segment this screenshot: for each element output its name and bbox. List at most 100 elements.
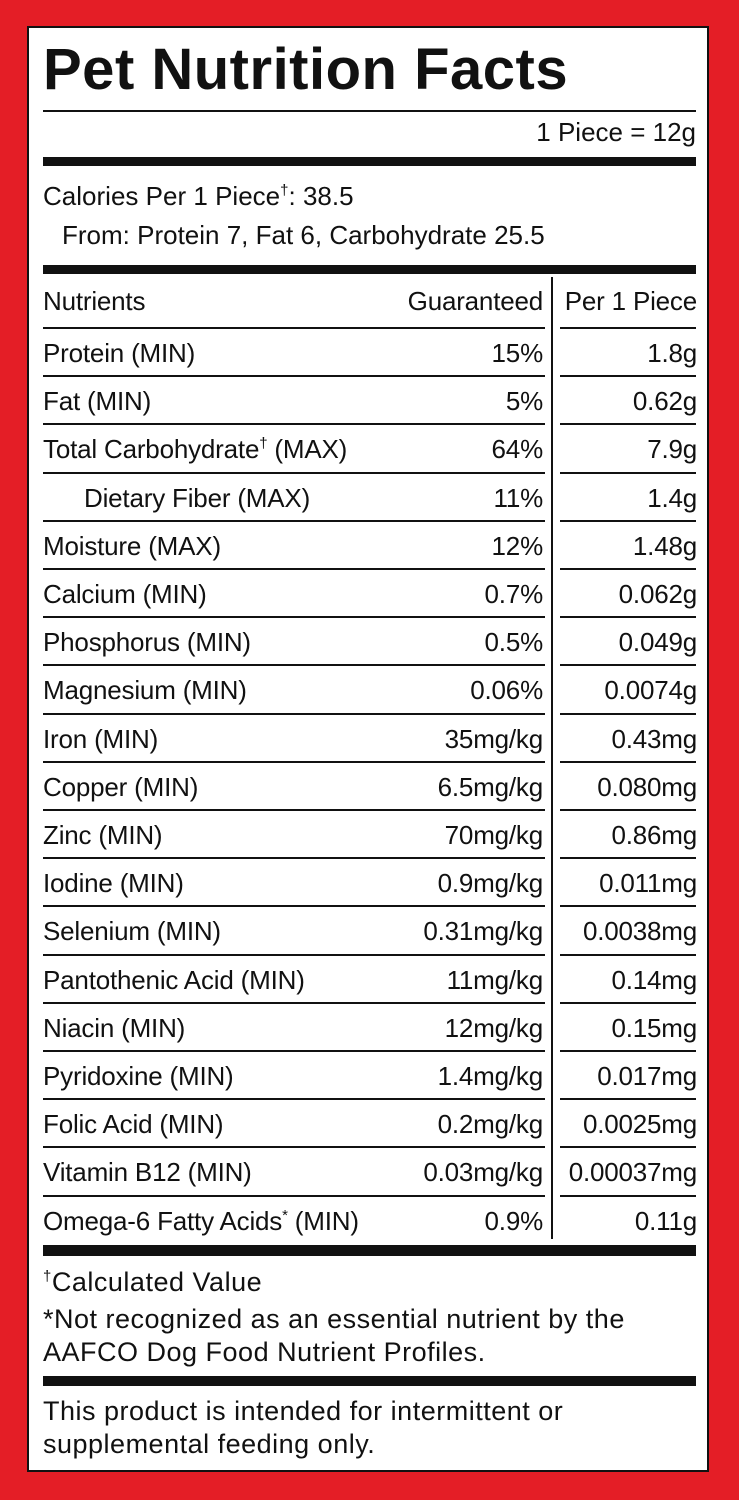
- row-rule: [560, 471, 696, 474]
- footnote: †Calculated Value: [43, 1267, 263, 1297]
- row-rule: [560, 423, 696, 426]
- row-per-piece: 0.86mg: [611, 820, 697, 850]
- row-name: Omega-6 Fatty Acids* (MIN): [43, 1205, 359, 1236]
- row-name: Calcium (MIN): [43, 579, 207, 609]
- row-per-piece: 0.0025mg: [582, 1109, 697, 1140]
- row-per-piece: 7.9g: [647, 434, 697, 465]
- row-guaranteed: 0.03mg/kg: [423, 1157, 543, 1188]
- row-guaranteed: 0.06%: [470, 675, 543, 706]
- row-per-piece: 0.062g: [618, 579, 698, 609]
- divider: [43, 1245, 696, 1256]
- statement: This product is intended for intermitten…: [43, 1396, 564, 1459]
- row-per-piece: 1.48g: [632, 530, 697, 561]
- row-rule: [43, 760, 545, 763]
- row-guaranteed: 11mg/kg: [446, 964, 544, 995]
- row-guaranteed: 64%: [491, 434, 544, 465]
- row-per-piece: 1.8g: [647, 338, 697, 368]
- row-rule: [43, 1050, 545, 1052]
- row-rule: [43, 327, 545, 329]
- row-guaranteed: 0.31mg/kg: [423, 916, 543, 947]
- row-per-piece: 0.011mg: [599, 868, 697, 899]
- row-rule: [43, 423, 545, 426]
- row-guaranteed: 11%: [493, 482, 543, 513]
- row-rule: [43, 616, 545, 619]
- row-rule: [560, 1098, 696, 1101]
- row-name: Protein (MIN): [43, 338, 196, 368]
- row-name: Moisture (MAX): [43, 530, 221, 561]
- row-name: Dietary Fiber (MAX): [84, 482, 311, 513]
- row-name: Pyridoxine (MIN): [43, 1061, 234, 1091]
- row-guaranteed: 5%: [505, 386, 543, 417]
- row-rule: [560, 375, 696, 378]
- divider: [43, 110, 696, 112]
- header-per-piece: Per 1 Piece: [564, 286, 697, 316]
- row-name: Magnesium (MIN): [43, 675, 247, 706]
- divider: [43, 157, 696, 166]
- row-per-piece: 0.0038mg: [582, 916, 697, 947]
- row-per-piece: 1.4g: [647, 482, 697, 513]
- row-guaranteed: 35mg/kg: [444, 723, 544, 754]
- row-rule: [560, 568, 696, 570]
- row-rule: [43, 712, 545, 715]
- row-guaranteed: 0.2mg/kg: [437, 1109, 544, 1140]
- row-per-piece: 0.0074g: [604, 675, 697, 706]
- row-rule: [43, 809, 545, 811]
- row-name: Total Carbohydrate† (MAX): [43, 434, 348, 465]
- row-rule: [43, 1098, 545, 1101]
- row-rule: [560, 1146, 696, 1149]
- row-rule: [43, 1194, 545, 1197]
- row-rule: [560, 1050, 696, 1052]
- row-name: Iron (MIN): [43, 723, 159, 754]
- row-rule: [43, 857, 545, 860]
- row-rule: [43, 1001, 545, 1004]
- row-name: Zinc (MIN): [43, 820, 163, 850]
- row-name: Pantothenic Acid (MIN): [43, 964, 305, 995]
- row-per-piece: 0.080mg: [597, 771, 697, 802]
- row-per-piece: 0.049g: [618, 627, 698, 658]
- row-guaranteed: 12mg/kg: [444, 1012, 544, 1043]
- row-rule: [560, 519, 696, 522]
- row-per-piece: 0.11g: [634, 1205, 697, 1236]
- row-guaranteed: 1.4mg/kg: [437, 1061, 544, 1091]
- row-rule: [43, 519, 545, 522]
- row-rule: [43, 905, 545, 908]
- row-per-piece: 0.15mg: [611, 1012, 697, 1043]
- row-name: Niacin (MIN): [43, 1012, 186, 1043]
- row-per-piece: 0.00037mg: [568, 1157, 698, 1188]
- row-per-piece: 0.14mg: [611, 964, 697, 995]
- row-guaranteed: 0.7%: [484, 579, 544, 609]
- row-rule: [560, 616, 696, 619]
- row-rule: [43, 1146, 545, 1149]
- row-rule: [43, 471, 545, 474]
- row-rule: [560, 809, 696, 811]
- row-rule: [560, 905, 696, 908]
- row-rule: [560, 664, 696, 667]
- row-name: Vitamin B12 (MIN): [43, 1157, 252, 1188]
- row-guaranteed: 0.9%: [484, 1205, 544, 1236]
- row-guaranteed: 6.5mg/kg: [437, 771, 544, 802]
- column-divider: [551, 277, 553, 1239]
- row-per-piece: 0.43mg: [611, 723, 697, 754]
- row-rule: [43, 953, 545, 956]
- footnote: *Not recognized as an essential nutrient…: [43, 1304, 625, 1367]
- row-name: Iodine (MIN): [43, 868, 184, 899]
- row-rule: [560, 1194, 696, 1197]
- row-guaranteed: 12%: [491, 530, 544, 561]
- divider: [43, 1376, 696, 1386]
- row-name: Folic Acid (MIN): [43, 1109, 224, 1140]
- calories: Calories Per 1 Piece†: 38.5: [43, 181, 354, 211]
- row-rule: [560, 1001, 696, 1004]
- row-per-piece: 0.017mg: [597, 1061, 697, 1091]
- row-name: Selenium (MIN): [43, 916, 221, 947]
- divider: [43, 265, 696, 274]
- row-rule: [560, 857, 696, 860]
- row-name: Phosphorus (MIN): [43, 627, 251, 658]
- title: Pet Nutrition Facts: [43, 37, 569, 102]
- row-per-piece: 0.62g: [632, 386, 697, 417]
- row-name: Copper (MIN): [43, 771, 199, 802]
- row-rule: [560, 953, 696, 956]
- row-rule: [43, 568, 545, 570]
- row-rule: [560, 327, 696, 329]
- serving-size: 1 Piece = 12g: [536, 117, 696, 147]
